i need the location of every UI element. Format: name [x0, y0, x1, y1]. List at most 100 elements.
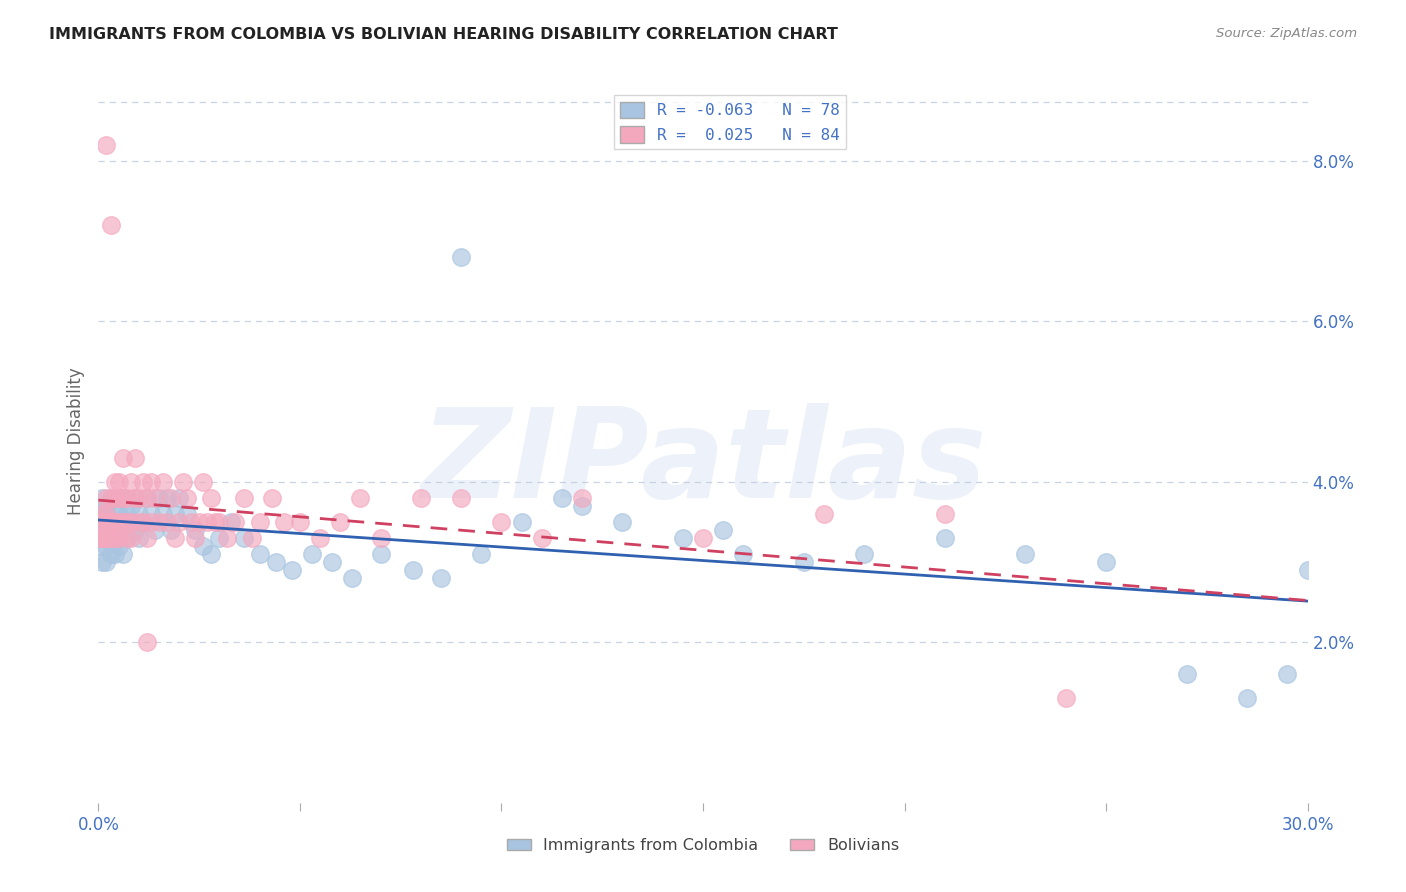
Point — [128, 507, 150, 521]
Point — [167, 491, 190, 505]
Point — [139, 475, 162, 489]
Point — [672, 531, 695, 545]
Point — [143, 523, 166, 537]
Point — [402, 563, 425, 577]
Point — [103, 531, 125, 545]
Point — [148, 491, 170, 505]
Point — [96, 507, 118, 521]
Point — [111, 491, 134, 505]
Point — [103, 475, 125, 489]
Point — [96, 137, 118, 152]
Point — [1095, 555, 1118, 569]
Point — [167, 515, 190, 529]
Point — [200, 491, 222, 505]
Point — [91, 515, 114, 529]
Point — [370, 547, 392, 561]
Point — [208, 531, 231, 545]
Point — [551, 491, 574, 505]
Point — [111, 515, 134, 529]
Point — [135, 635, 157, 649]
Point — [260, 491, 283, 505]
Legend: Immigrants from Colombia, Bolivians: Immigrants from Colombia, Bolivians — [501, 832, 905, 860]
Point — [107, 475, 129, 489]
Point — [91, 507, 114, 521]
Point — [156, 515, 179, 529]
Point — [100, 547, 122, 561]
Point — [115, 531, 138, 545]
Point — [200, 547, 222, 561]
Point — [111, 450, 134, 465]
Point — [91, 531, 114, 545]
Point — [91, 515, 114, 529]
Point — [100, 218, 122, 232]
Point — [160, 523, 183, 537]
Point — [91, 491, 114, 505]
Point — [934, 531, 956, 545]
Point — [1236, 691, 1258, 706]
Point — [208, 515, 231, 529]
Point — [100, 531, 122, 545]
Point — [96, 555, 118, 569]
Point — [87, 515, 110, 529]
Point — [612, 515, 634, 529]
Point — [107, 515, 129, 529]
Point — [188, 515, 211, 529]
Point — [430, 571, 453, 585]
Point — [124, 491, 146, 505]
Point — [135, 491, 157, 505]
Point — [96, 523, 118, 537]
Y-axis label: Hearing Disability: Hearing Disability — [66, 368, 84, 516]
Point — [91, 531, 114, 545]
Point — [571, 499, 593, 513]
Point — [184, 523, 207, 537]
Point — [115, 507, 138, 521]
Point — [120, 531, 142, 545]
Point — [176, 491, 198, 505]
Point — [1175, 667, 1198, 681]
Point — [100, 515, 122, 529]
Point — [224, 515, 246, 529]
Point — [124, 450, 146, 465]
Point — [711, 523, 734, 537]
Point — [107, 539, 129, 553]
Text: ZIPatlas: ZIPatlas — [420, 402, 986, 524]
Point — [288, 515, 311, 529]
Point — [152, 475, 174, 489]
Point — [163, 507, 186, 521]
Point — [91, 531, 114, 545]
Point — [264, 555, 287, 569]
Point — [176, 507, 198, 521]
Point — [180, 515, 202, 529]
Point — [128, 531, 150, 545]
Point — [100, 515, 122, 529]
Point — [530, 531, 553, 545]
Point — [96, 491, 118, 505]
Point — [87, 539, 110, 553]
Point — [733, 547, 755, 561]
Point — [120, 515, 142, 529]
Point — [91, 507, 114, 521]
Point — [1277, 667, 1299, 681]
Point — [100, 523, 122, 537]
Point — [96, 539, 118, 553]
Point — [100, 515, 122, 529]
Point — [301, 547, 323, 561]
Point — [128, 491, 150, 505]
Point — [249, 515, 271, 529]
Point — [100, 531, 122, 545]
Point — [115, 531, 138, 545]
Point — [349, 491, 371, 505]
Point — [1054, 691, 1077, 706]
Point — [107, 507, 129, 521]
Point — [193, 539, 215, 553]
Point — [491, 515, 513, 529]
Point — [217, 531, 239, 545]
Point — [232, 491, 254, 505]
Point — [193, 475, 215, 489]
Point — [139, 507, 162, 521]
Point — [195, 515, 218, 529]
Point — [103, 547, 125, 561]
Point — [342, 571, 364, 585]
Point — [132, 515, 155, 529]
Point — [221, 515, 243, 529]
